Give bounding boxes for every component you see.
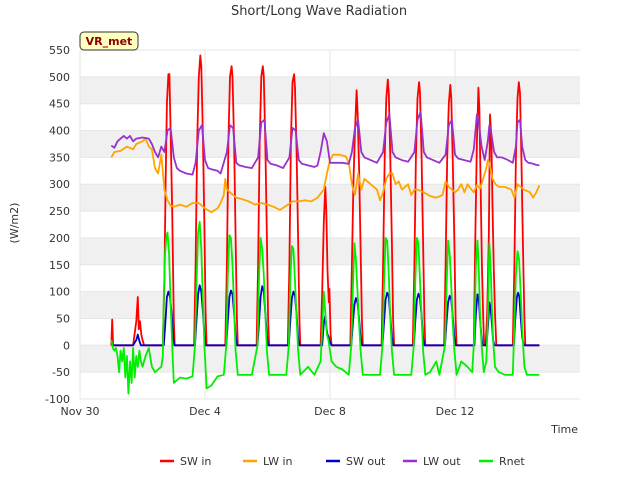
legend: SW in LW in SW out LW out Rnet <box>160 455 525 468</box>
plot-background <box>79 49 580 400</box>
y-tick-label: 250 <box>49 205 70 218</box>
station-badge-label: VR_met <box>86 35 133 48</box>
y-tick-label: 350 <box>49 151 70 164</box>
series-line-lw-in <box>110 137 541 214</box>
y-tick-label: 0 <box>63 339 70 352</box>
x-tick-label: Nov 30 <box>61 405 100 418</box>
y-tick-label: 400 <box>49 125 70 138</box>
legend-label-lw-out: LW out <box>423 455 461 468</box>
y-tick-label: 450 <box>49 98 70 111</box>
y-tick-label: 150 <box>49 259 70 272</box>
y-tick-label: 300 <box>49 178 70 191</box>
y-tick-label: 200 <box>49 232 70 245</box>
series-line-rnet <box>110 220 540 395</box>
station-badge: VR_met <box>79 31 139 51</box>
x-tick-label: Dec 4 <box>189 405 221 418</box>
series-line-lw-out <box>110 110 540 176</box>
x-tick-label: Dec 12 <box>436 405 475 418</box>
y-tick-label: 50 <box>56 312 70 325</box>
legend-label-sw-out: SW out <box>346 455 386 468</box>
legend-label-rnet: Rnet <box>499 455 525 468</box>
legend-label-sw-in: SW in <box>180 455 211 468</box>
chart-title: Short/Long Wave Radiation <box>231 4 407 19</box>
legend-label-lw-in: LW in <box>263 455 293 468</box>
y-tick-label: 100 <box>49 286 70 299</box>
x-axis-label: Time <box>550 423 578 436</box>
y-axis-ticks: -100 -50 0 50 100 150 200 250 300 350 400 450 500 550 <box>45 44 70 406</box>
x-tick-label: Dec 8 <box>314 405 346 418</box>
y-tick-label: -50 <box>52 366 70 379</box>
y-tick-label: 500 <box>49 71 70 84</box>
series-lines <box>110 54 541 395</box>
y-tick-label: -100 <box>45 393 70 406</box>
station-badge-box <box>79 31 139 51</box>
y-axis-label: (W/m2) <box>8 203 21 244</box>
y-tick-label: 550 <box>49 44 70 57</box>
x-axis-ticks: Nov 30 Dec 4 Dec 8 Dec 12 <box>61 405 475 418</box>
